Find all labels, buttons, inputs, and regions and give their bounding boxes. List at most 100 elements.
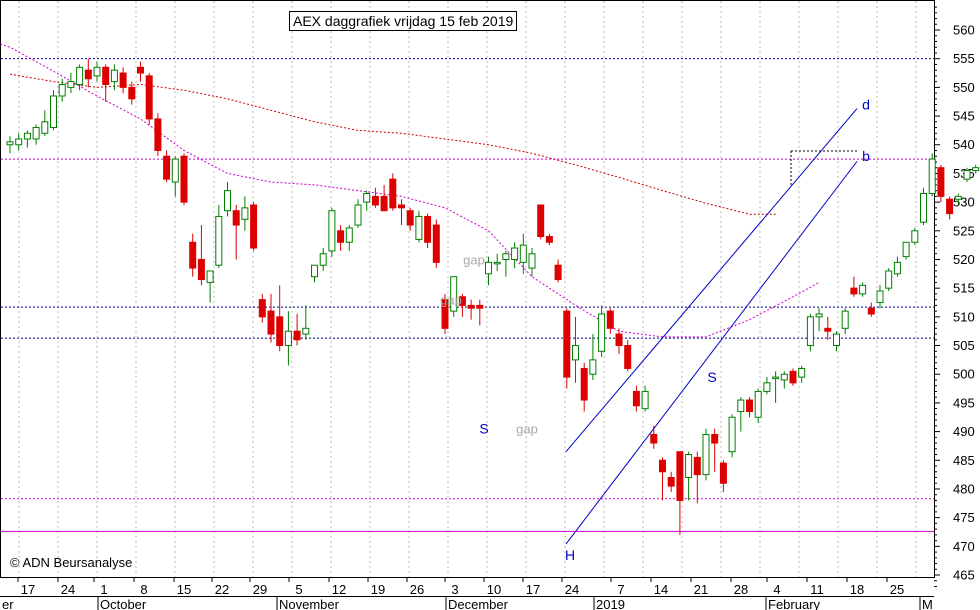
- moving-average-line: [9, 73, 776, 215]
- x-tick-label: 17: [21, 582, 35, 597]
- x-tick-label: 18: [850, 582, 864, 597]
- candle-body: [789, 370, 797, 384]
- copyright-label: © ADN Beursanalyse: [10, 555, 133, 570]
- trend-channel-lower: [565, 161, 858, 545]
- candle-body: [806, 316, 814, 347]
- month-label: M: [922, 597, 933, 610]
- chart-annotation: H: [565, 547, 575, 563]
- candle-body: [946, 198, 954, 215]
- candle-body: [145, 75, 153, 120]
- month-label: October: [100, 597, 147, 610]
- candle-body: [885, 270, 893, 289]
- candle-body: [215, 215, 223, 266]
- plot-frame: [0, 0, 935, 578]
- candle-body: [302, 327, 310, 335]
- x-tick-label: 1: [100, 582, 107, 597]
- candle-body: [528, 253, 536, 269]
- candle-body: [502, 253, 510, 260]
- y-tick-label: 480: [953, 481, 975, 496]
- candle-body: [728, 416, 736, 453]
- candle-body: [250, 204, 258, 249]
- candle-body: [311, 264, 318, 278]
- candle-body: [519, 244, 527, 263]
- candle-body: [110, 69, 118, 83]
- trend-channel-upper: [565, 108, 858, 452]
- y-tick-label: 550: [953, 80, 975, 95]
- candle-body: [241, 207, 249, 220]
- candle-body: [963, 170, 971, 180]
- chart-annotation: gap: [516, 422, 538, 437]
- x-tick-label: 22: [215, 582, 229, 597]
- candle-body: [650, 433, 658, 444]
- candle-body: [798, 367, 806, 378]
- x-tick-label: 15: [177, 582, 191, 597]
- candle-body: [432, 224, 440, 263]
- x-tick-label: 25: [890, 582, 904, 597]
- candle-body: [319, 253, 327, 266]
- candle-body: [415, 215, 423, 240]
- y-tick-label: 515: [953, 281, 975, 296]
- candle-body: [93, 66, 101, 77]
- x-tick-label: 3: [451, 582, 458, 597]
- y-axis: 465 470 475 480 485 490 495 500 505 510 515 520 525 5…: [934, 6, 975, 587]
- y-tick-label: 560: [953, 23, 975, 38]
- y-tick-label: 510: [953, 309, 975, 324]
- candle-body: [659, 459, 666, 473]
- candle-body: [119, 72, 127, 88]
- candle-body: [972, 167, 980, 172]
- y-tick-label: 500: [953, 367, 975, 382]
- x-tick-label: 7: [617, 582, 624, 597]
- candle-body: [754, 390, 762, 418]
- chart-annotation: gap: [463, 252, 485, 267]
- x-tick-label: 24: [61, 582, 75, 597]
- candle-body: [824, 327, 832, 332]
- x-tick-label: 14: [654, 582, 668, 597]
- moving-average-line: [0, 43, 820, 338]
- candle-body: [284, 330, 292, 347]
- y-tick-label: 470: [953, 539, 975, 554]
- candle-body: [911, 230, 919, 243]
- y-tick-label: 540: [953, 137, 975, 152]
- candle-body: [171, 158, 179, 183]
- candle-body: [180, 155, 188, 203]
- candle-body: [624, 345, 632, 369]
- month-label: December: [448, 597, 509, 610]
- candle-body: [893, 261, 901, 275]
- y-tick-label: 490: [953, 424, 975, 439]
- candle-body: [84, 69, 92, 80]
- candle-body: [424, 215, 432, 243]
- candle-body: [719, 462, 727, 484]
- candle-body: [746, 399, 753, 413]
- candle-body: [598, 313, 606, 352]
- candle-body: [815, 313, 823, 318]
- candle-body: [859, 284, 867, 295]
- candle-body: [937, 167, 945, 197]
- candle-body: [128, 86, 136, 100]
- candle-body: [476, 304, 484, 309]
- candle-body: [580, 367, 588, 401]
- candle-body: [441, 299, 449, 329]
- candle-body: [702, 433, 710, 476]
- y-tick-label: 525: [953, 223, 975, 238]
- chart-annotation: b: [862, 148, 870, 164]
- candle-body: [67, 81, 75, 88]
- candle-body: [363, 193, 371, 203]
- candle-body: [450, 276, 458, 312]
- y-tick-label: 495: [953, 395, 975, 410]
- x-tick-label: 11: [810, 582, 824, 597]
- month-label: 2019: [596, 597, 625, 610]
- candle-body: [398, 204, 405, 209]
- candle-body: [15, 138, 23, 146]
- candle-body: [276, 316, 284, 347]
- candle-body: [954, 195, 962, 200]
- x-tick-label: 29: [253, 582, 267, 597]
- candle-body: [32, 127, 40, 140]
- candle-body: [833, 333, 840, 347]
- candles: [6, 58, 980, 535]
- candle-body: [693, 456, 701, 476]
- candle-body: [667, 476, 675, 487]
- candle-body: [867, 307, 875, 315]
- y-tick-label: 505: [953, 338, 975, 353]
- candle-body: [850, 287, 858, 295]
- x-tick-label: 8: [140, 582, 147, 597]
